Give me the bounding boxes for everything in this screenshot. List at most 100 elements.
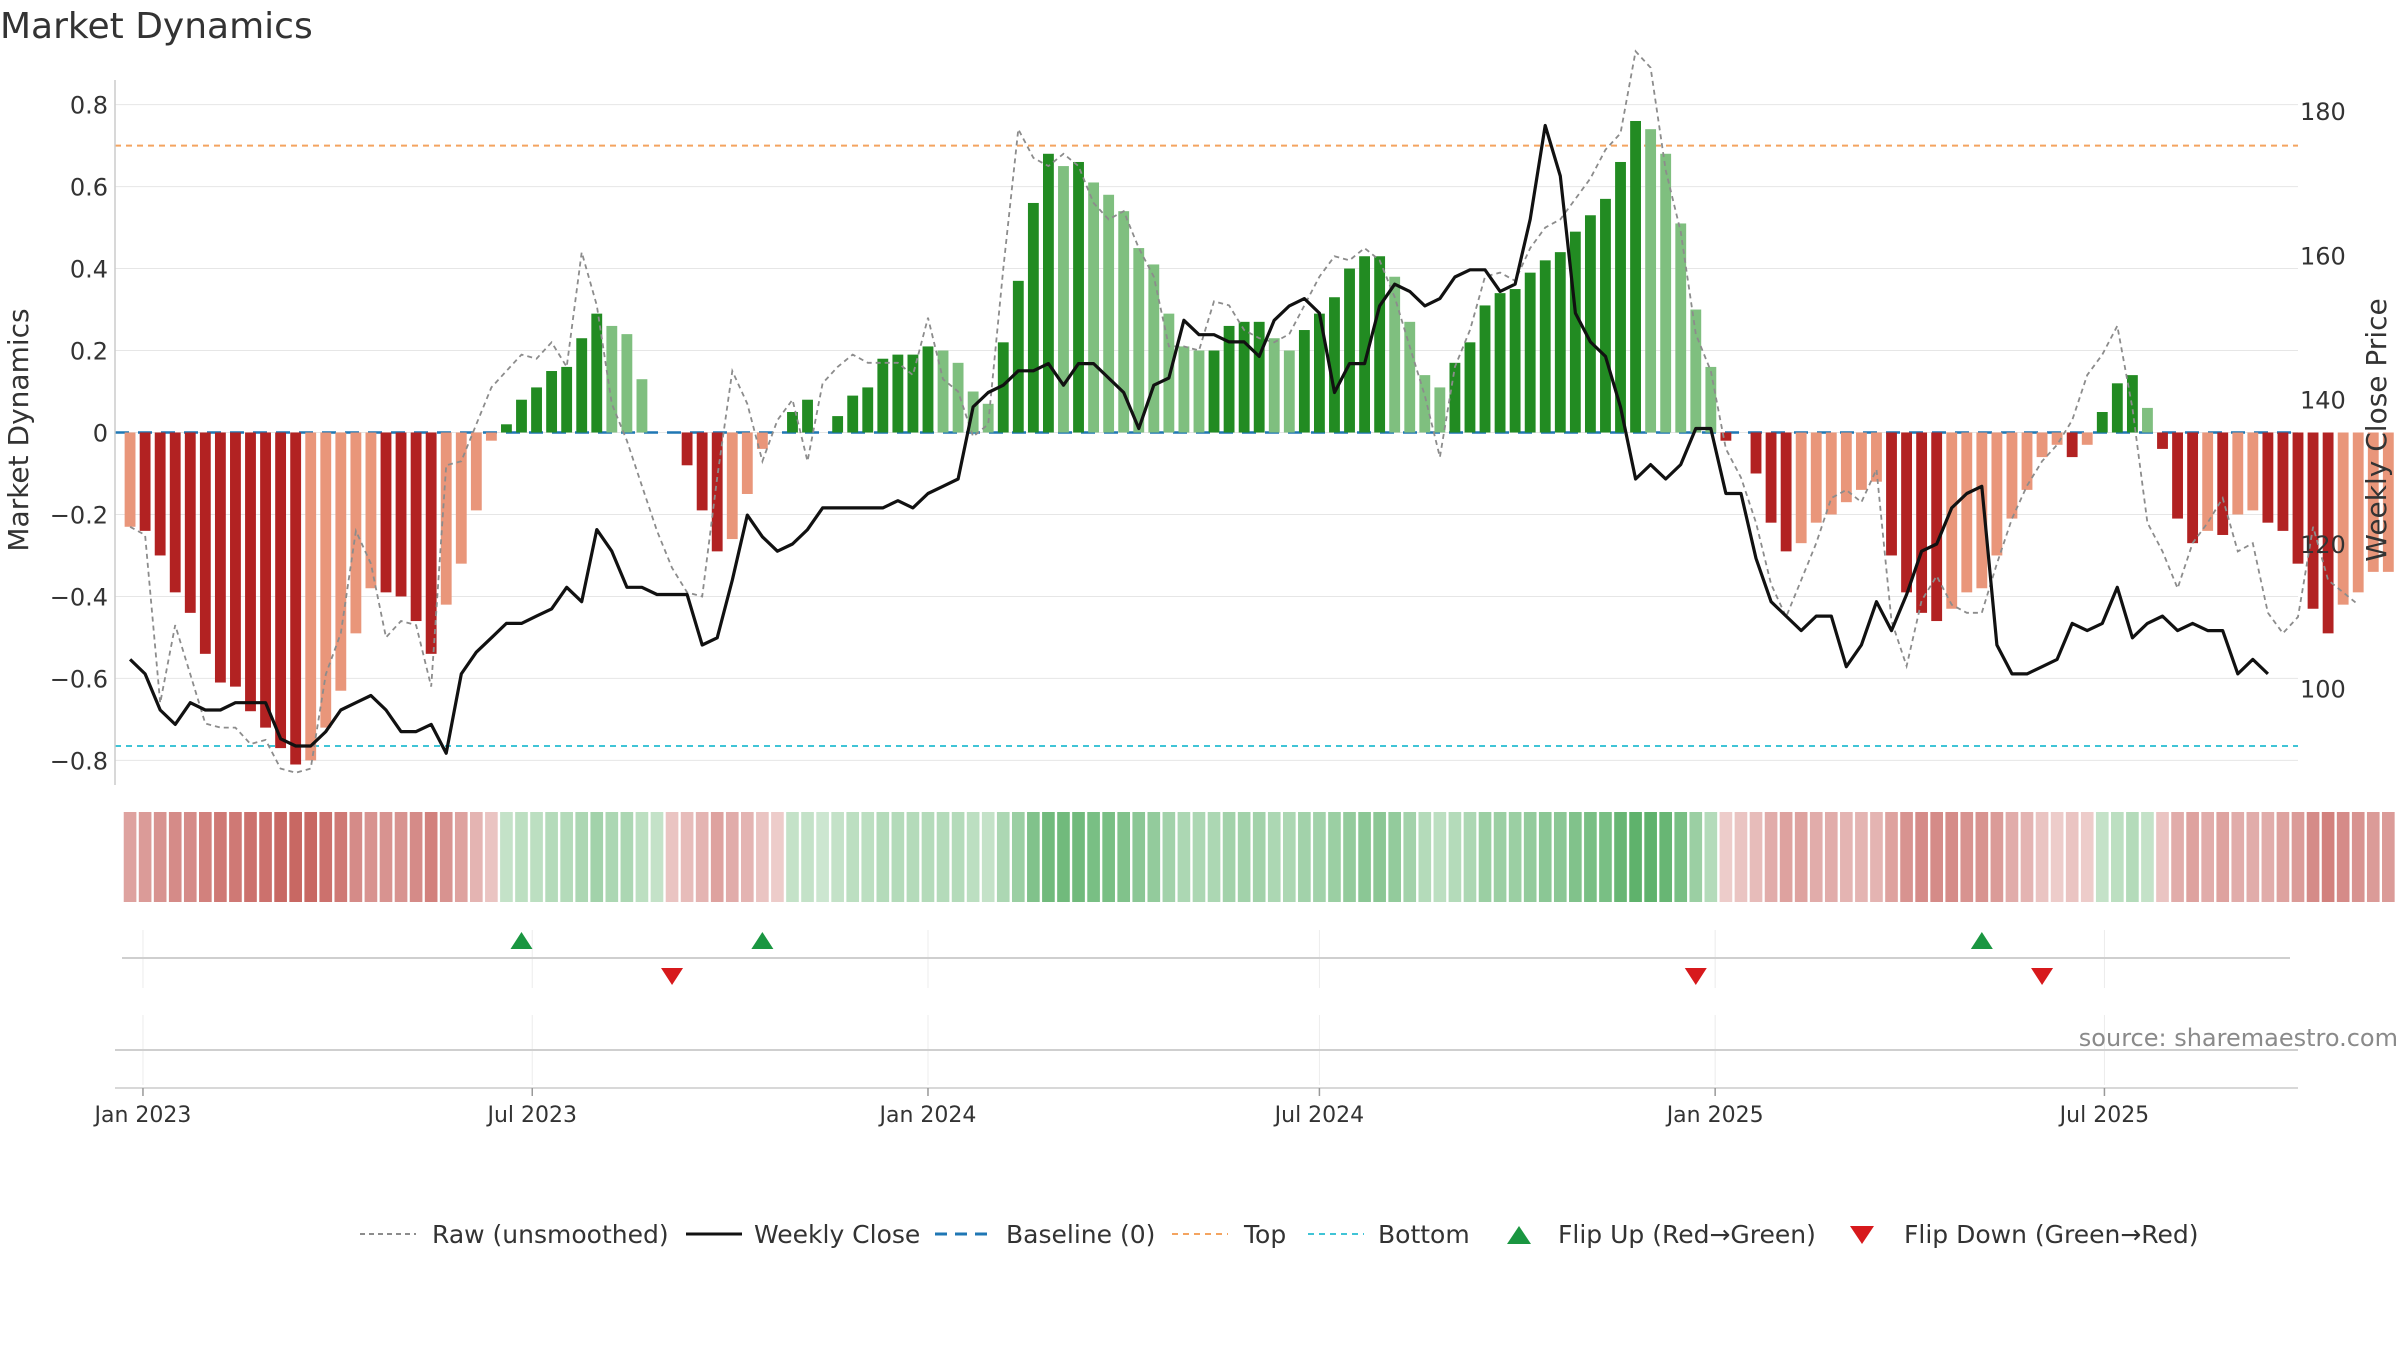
ribbon-cell: [485, 812, 498, 902]
chart-title: Market Dynamics: [0, 6, 313, 47]
dynamics-bar: [2051, 432, 2063, 445]
ribbon-cell: [2366, 812, 2380, 902]
dynamics-bar: [1509, 289, 1521, 433]
dynamics-bar: [470, 432, 482, 511]
ribbon-cell: [1508, 812, 1522, 902]
ribbon-cell: [1749, 812, 1763, 902]
ribbon-cell: [1644, 812, 1657, 902]
ribbon-cell: [1192, 812, 1206, 902]
ribbon-cell: [1870, 812, 1883, 902]
ribbon-cell: [981, 812, 995, 902]
y2-tick-label: 140: [2300, 387, 2346, 415]
ribbon-cell: [635, 812, 649, 902]
dynamics-bar: [1223, 325, 1235, 433]
dynamics-bar: [2111, 383, 2123, 433]
dynamics-bar: [380, 432, 392, 593]
dynamics-bar: [2157, 432, 2168, 449]
ribbon-cell: [966, 812, 980, 902]
ribbon-cell: [1900, 812, 1913, 902]
dynamics-bar: [1705, 366, 1717, 433]
ribbon-cell: [710, 812, 724, 902]
ribbon-cell: [229, 812, 242, 902]
dynamics-bar: [1825, 432, 1837, 515]
dynamics-bar: [1765, 432, 1777, 523]
ribbon-cell: [2216, 812, 2230, 902]
ribbon-cell: [560, 812, 573, 902]
dynamics-bar: [621, 334, 633, 433]
ribbon-cell: [1975, 812, 1989, 902]
ribbon-cell: [1117, 812, 1131, 902]
ribbon-cell: [1418, 812, 1432, 902]
ribbon-cell: [168, 812, 182, 902]
dynamics-bar: [2006, 432, 2018, 519]
ribbon-cell: [861, 812, 875, 902]
dynamics-bar: [787, 412, 798, 433]
dynamics-bar: [1690, 309, 1702, 433]
dynamics-bar: [561, 366, 573, 433]
dynamics-bar: [1780, 432, 1792, 552]
dynamics-bar: [2187, 432, 2199, 544]
dynamics-bar: [2021, 432, 2033, 490]
ribbon-cell: [1237, 812, 1251, 902]
dynamics-bar: [1720, 432, 1732, 441]
ribbon-cell: [1162, 812, 1176, 902]
dynamics-bar: [154, 432, 166, 556]
ribbon-cell: [575, 812, 589, 902]
dynamics-bar: [2367, 432, 2379, 572]
flip-up-marker: [510, 932, 533, 949]
dynamics-bar: [606, 325, 618, 433]
ribbon-cell: [650, 812, 664, 902]
dynamics-bar: [2217, 432, 2229, 535]
dynamics-bar: [1886, 432, 1897, 556]
dynamics-bar: [124, 432, 136, 527]
dynamics-bar: [2247, 432, 2259, 511]
ribbon-cell: [183, 812, 197, 902]
ribbon-cell: [2291, 812, 2305, 902]
ribbon-cell: [876, 812, 890, 902]
ribbon-cell: [259, 812, 272, 902]
ribbon-cell: [214, 812, 227, 902]
dynamics-bar: [1660, 153, 1672, 433]
dynamics-bar: [696, 432, 708, 511]
source-credit: source: sharemaestro.com: [2079, 1024, 2398, 1052]
legend: Raw (unsmoothed) Weekly Close Baseline (0)…: [360, 1220, 2199, 1249]
ribbon-cell: [1388, 812, 1402, 902]
ribbon-cell: [740, 812, 754, 902]
dynamics-bar: [139, 432, 151, 531]
ribbon-cell: [1313, 812, 1326, 902]
ribbon-cell: [816, 812, 829, 902]
dynamics-bar: [937, 350, 949, 433]
ribbon-cell: [1252, 812, 1266, 902]
dynamics-bar: [907, 354, 919, 433]
ribbon-cell: [2171, 812, 2184, 902]
dynamics-bar: [501, 424, 512, 433]
y-tick-label: −0.8: [50, 747, 108, 775]
ribbon-cell: [289, 812, 302, 902]
ribbon-cell: [1960, 812, 1974, 902]
axes: 0.8 0.6 0.4 0.2 0 −0.2 −0.4 −0.6 −0.8 180 160 140 12…: [50, 80, 2346, 785]
ribbon-cell: [1599, 812, 1612, 902]
dynamics-bar: [847, 395, 859, 433]
left-axis-label: Market Dynamics: [2, 308, 35, 551]
ribbon-cell: [1132, 812, 1146, 902]
dynamics-bar: [1840, 432, 1852, 503]
y-tick-label: −0.6: [50, 665, 108, 693]
flip-down-marker: [1684, 968, 1707, 985]
ribbon-cell: [379, 812, 393, 902]
y2-tick-label: 180: [2300, 98, 2346, 126]
y-tick-label: −0.2: [50, 501, 108, 529]
ribbon-cell: [500, 812, 513, 902]
dynamics-bar: [1148, 264, 1160, 433]
y-tick-label: 0.6: [70, 174, 108, 202]
bar-series: [124, 120, 2394, 765]
ribbon-cell: [665, 812, 679, 902]
x-tick-label: Jul 2023: [485, 1103, 577, 1128]
ribbon-cell: [831, 812, 844, 902]
dynamics-bar: [2096, 412, 2108, 433]
ribbon-cell: [1478, 812, 1492, 902]
ribbon-cell: [620, 812, 634, 902]
ribbon-cell: [1298, 812, 1311, 902]
ribbon-cell: [364, 812, 378, 902]
dynamics-bar: [1404, 321, 1416, 433]
